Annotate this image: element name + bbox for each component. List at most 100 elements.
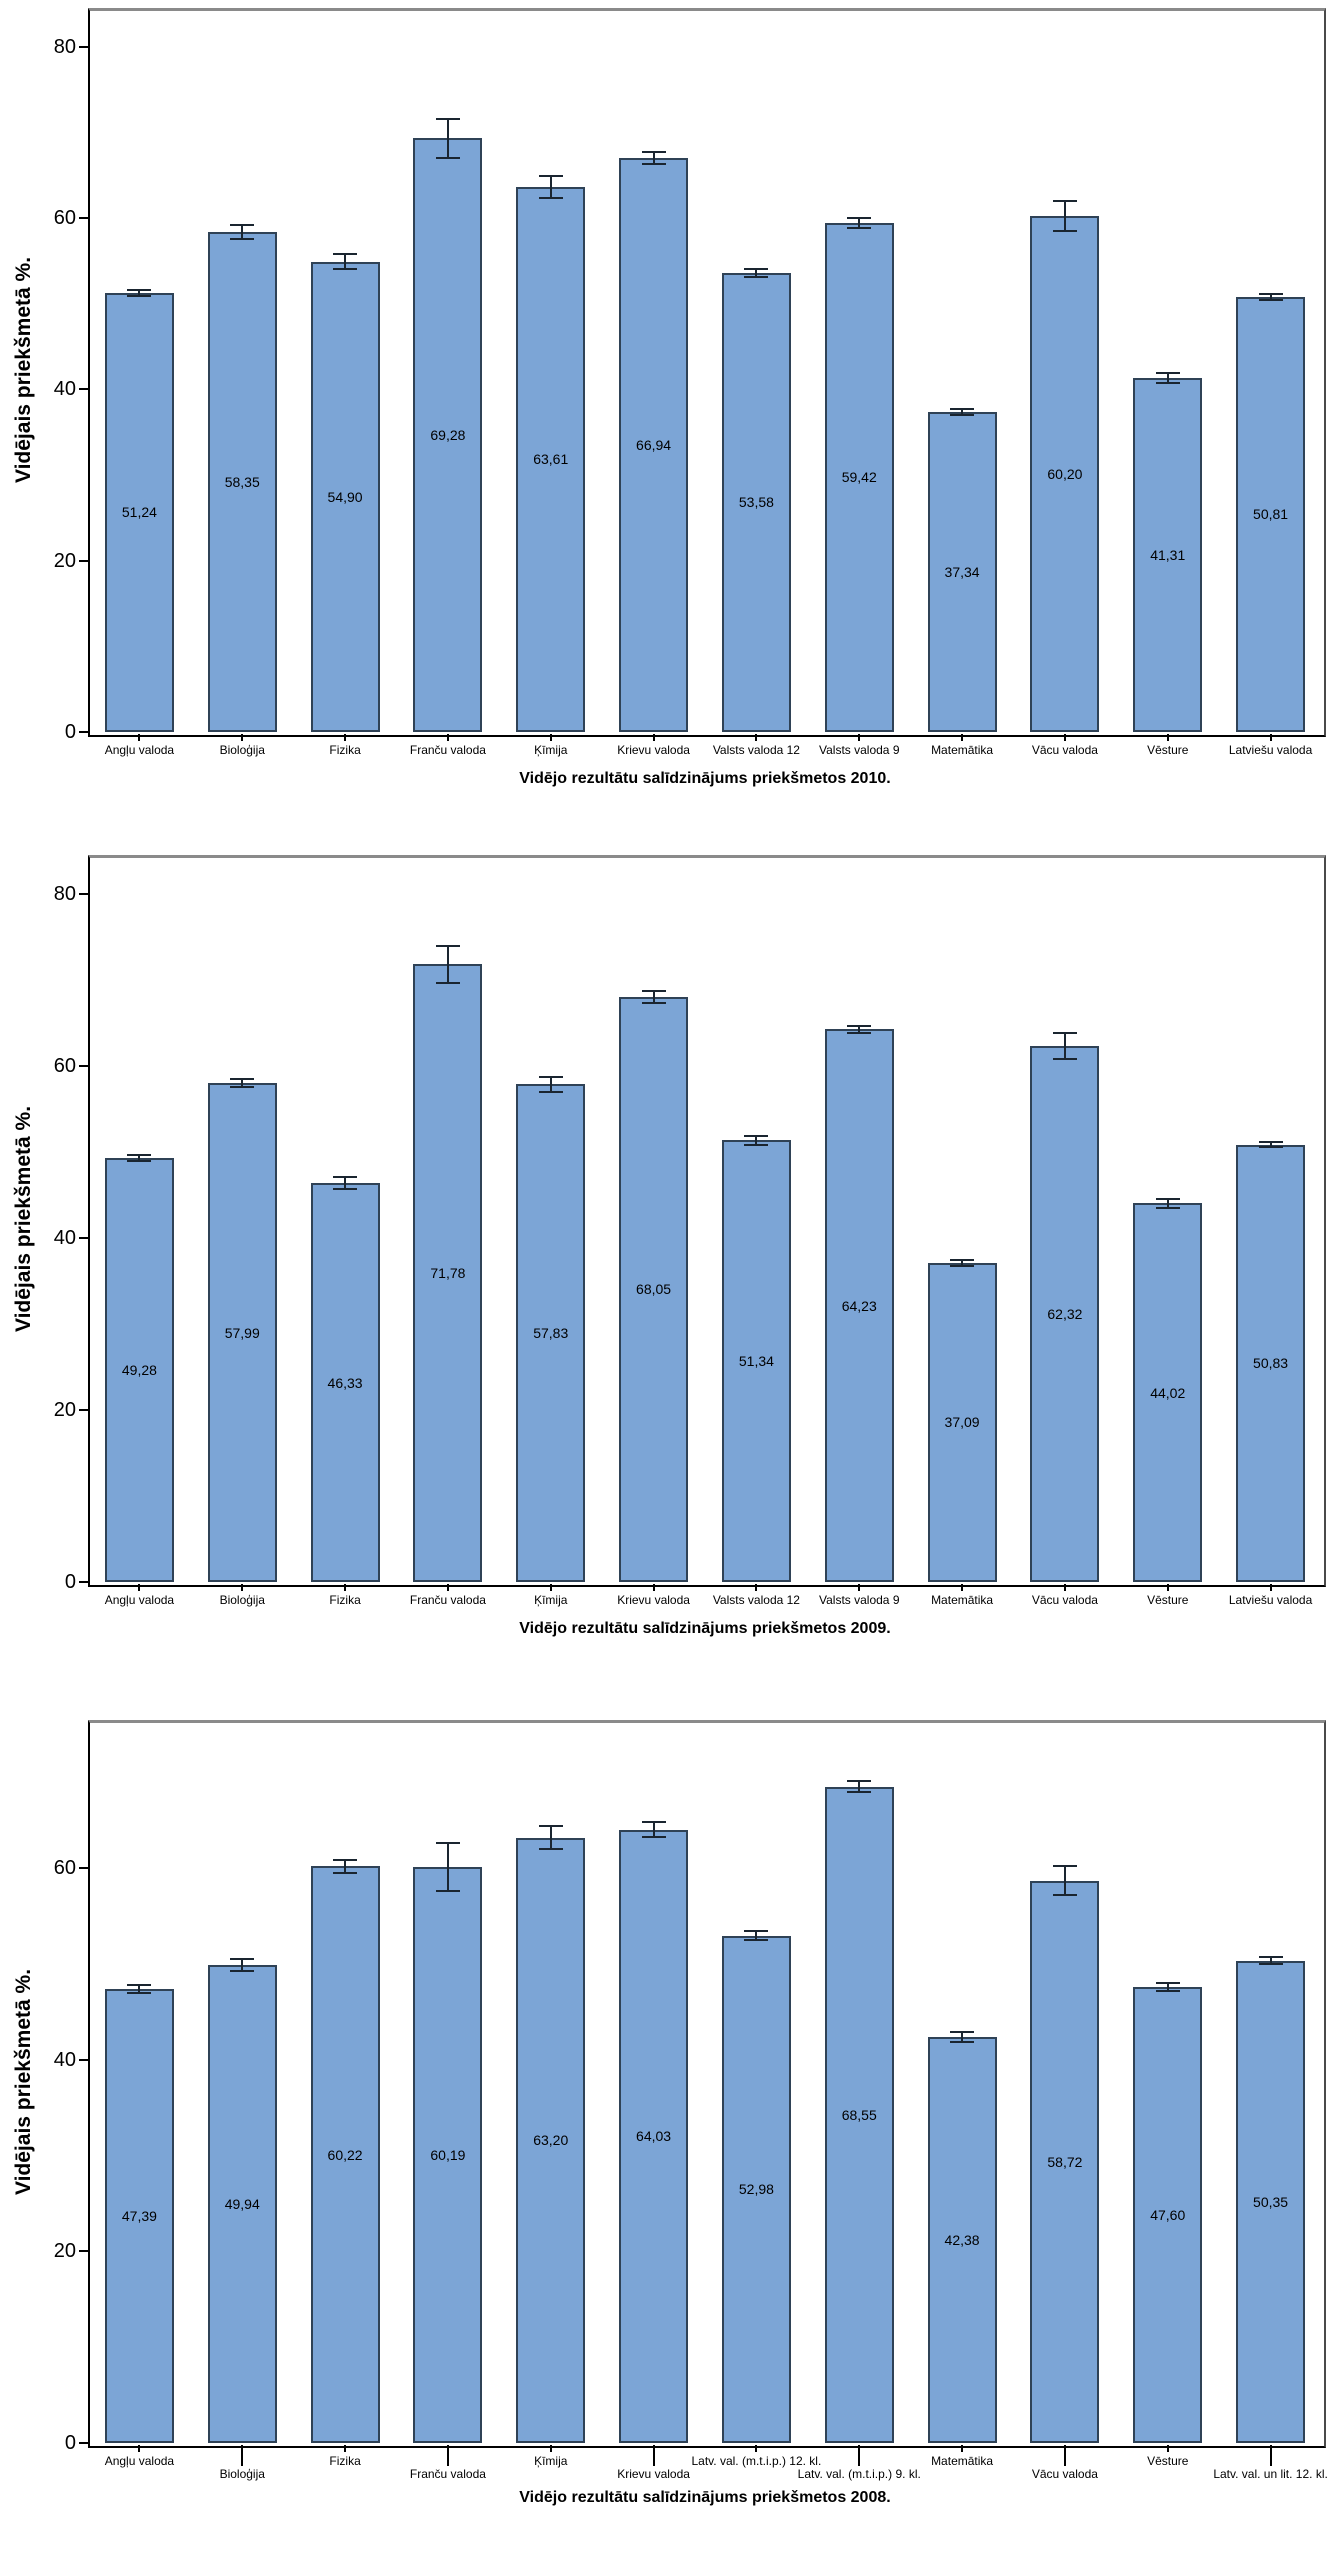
bar-fizika [310, 1866, 380, 2443]
error-bar-cap-top [1052, 1865, 1077, 1868]
bar-latvie-u-valoda [1236, 1144, 1306, 1582]
x-axis-tick [1166, 2445, 1169, 2452]
error-bar-cap-bottom [1258, 1146, 1283, 1149]
error-bar-cap-bottom [847, 1790, 872, 1793]
error-bar-cap-bottom [435, 982, 460, 985]
error-bar-cap-top [1258, 1956, 1283, 1959]
error-bar-cap-top [950, 2031, 975, 2034]
error-bar-line [344, 253, 347, 270]
plot-area [88, 1720, 1326, 2448]
x-axis-category-label: Valsts valoda 12 [712, 1593, 800, 1607]
y-axis-tick-label: 60 [53, 1054, 76, 1077]
plot-area [88, 855, 1326, 1587]
error-bar-line [1166, 372, 1169, 384]
error-bar-cap-bottom [230, 1086, 255, 1089]
x-axis-tick [549, 1584, 552, 1591]
error-bar-cap-top [847, 1780, 872, 1783]
x-axis-tick [344, 1584, 347, 1591]
x-axis-category-label: Valsts valoda 9 [819, 1593, 900, 1607]
bar-krievu-valoda [619, 158, 689, 732]
x-axis-category-label: Matemātika [931, 1593, 994, 1607]
bar-value-label: 60,19 [430, 2146, 466, 2163]
error-bar-cap-bottom [641, 1001, 666, 1004]
bar-fran-u-valoda [413, 964, 483, 1582]
bar-fran-u-valoda [413, 1866, 483, 2443]
x-axis-category-label: Krievu valoda [617, 2467, 690, 2481]
bar-value-label: 54,90 [327, 488, 363, 505]
x-axis-tick [138, 1584, 141, 1591]
x-axis-category-label: Latviešu valoda [1228, 743, 1313, 757]
error-bar-cap-top [744, 268, 769, 271]
x-axis-tick [1063, 734, 1066, 741]
x-axis-tick [652, 1584, 655, 1591]
bar-v-cu-valoda [1030, 1880, 1100, 2443]
x-axis-category-label: Vācu valoda [1031, 2467, 1098, 2481]
y-axis-tick [79, 559, 88, 562]
bar-value-label: 37,09 [944, 1414, 980, 1431]
y-axis-tick [79, 2250, 88, 2253]
x-axis-tick [241, 1584, 244, 1591]
error-bar-cap-top [1258, 1141, 1283, 1144]
error-bar-cap-bottom [230, 1969, 255, 1972]
x-axis-category-label: Vēsture [1147, 1593, 1189, 1607]
bar-value-label: 59,42 [841, 469, 877, 486]
y-axis-tick [79, 45, 88, 48]
error-bar-line [138, 1154, 141, 1162]
error-bar-cap-top [333, 1176, 358, 1179]
y-axis-tick-label: 40 [53, 2048, 76, 2071]
error-bar-cap-bottom [538, 1848, 563, 1851]
bar-value-label: 42,38 [944, 2232, 980, 2249]
x-axis-category-label: Fizika [329, 2454, 361, 2468]
x-axis-category-label: Vācu valoda [1031, 743, 1098, 757]
bar-value-label: 60,20 [1047, 466, 1083, 483]
bar-latv-val-m-t-i-p-9-kl [824, 1786, 894, 2443]
bar-chart-2010: 0 20 40 60 80 Vidējais priekšmetā %. 51,24 Angļ… [0, 0, 1334, 845]
x-axis-tick [1269, 1584, 1272, 1591]
x-axis-tick [241, 2445, 244, 2466]
error-bar-line [344, 1177, 347, 1190]
y-axis-tick-label: 60 [53, 1857, 76, 1880]
x-axis-category-label: Vēsture [1147, 2454, 1189, 2468]
x-axis-tick [652, 2445, 655, 2466]
y-axis-tick-label: 40 [53, 378, 76, 401]
error-bar-line [344, 1859, 347, 1874]
x-axis-tick [1269, 2445, 1272, 2466]
bar-value-label: 71,78 [430, 1265, 466, 1282]
error-bar-cap-top [127, 1153, 152, 1156]
error-bar-cap-bottom [1155, 1206, 1180, 1209]
y-axis-tick [79, 892, 88, 895]
x-axis-tick [1063, 2445, 1066, 2466]
error-bar-cap-top [230, 223, 255, 226]
bar-ang-u-valoda [104, 1158, 174, 1582]
bar-value-label: 50,35 [1253, 2193, 1289, 2210]
error-bar-line [858, 217, 861, 229]
bar-matem-tika [927, 2037, 997, 2443]
x-axis-category-label: Ķīmija [534, 2454, 568, 2468]
bar-chart-2009: 0 20 40 60 80 Vidējais priekšmetā %. 49,28 Angļ… [0, 847, 1334, 1697]
error-bar-cap-top [538, 174, 563, 177]
error-bar-line [1063, 1032, 1066, 1059]
bar-value-label: 58,35 [224, 474, 260, 491]
error-bar-cap-top [127, 1984, 152, 1987]
y-axis-tick-label: 20 [53, 1398, 76, 1421]
x-axis-category-label: Fizika [329, 1593, 361, 1607]
error-bar-cap-top [641, 151, 666, 154]
error-bar-line [652, 990, 655, 1003]
x-axis-category-label: Matemātika [931, 743, 994, 757]
y-axis-tick [79, 2442, 88, 2444]
error-bar-cap-bottom [1155, 1990, 1180, 1993]
error-bar-line [1166, 1982, 1169, 1992]
error-bar-cap-bottom [538, 197, 563, 200]
error-bar-line [446, 945, 449, 984]
y-axis-tick-label: 20 [53, 2240, 76, 2263]
bar-latvie-u-valoda [1236, 296, 1306, 732]
bar-value-label: 64,23 [841, 1297, 877, 1314]
error-bar-cap-bottom [950, 2040, 975, 2043]
error-bar-line [1063, 1866, 1066, 1896]
bar-value-label: 60,22 [327, 2146, 363, 2163]
x-axis-category-label: Latv. val. (m.t.i.p.) 12. kl. [691, 2454, 822, 2468]
x-axis-tick [1166, 734, 1169, 741]
x-axis-tick [1269, 734, 1272, 741]
bar-chart-2008: 0 20 40 60 Vidējais priekšmetā %. 47,39 Angļu … [0, 1712, 1334, 2550]
error-bar-cap-bottom [435, 157, 460, 160]
